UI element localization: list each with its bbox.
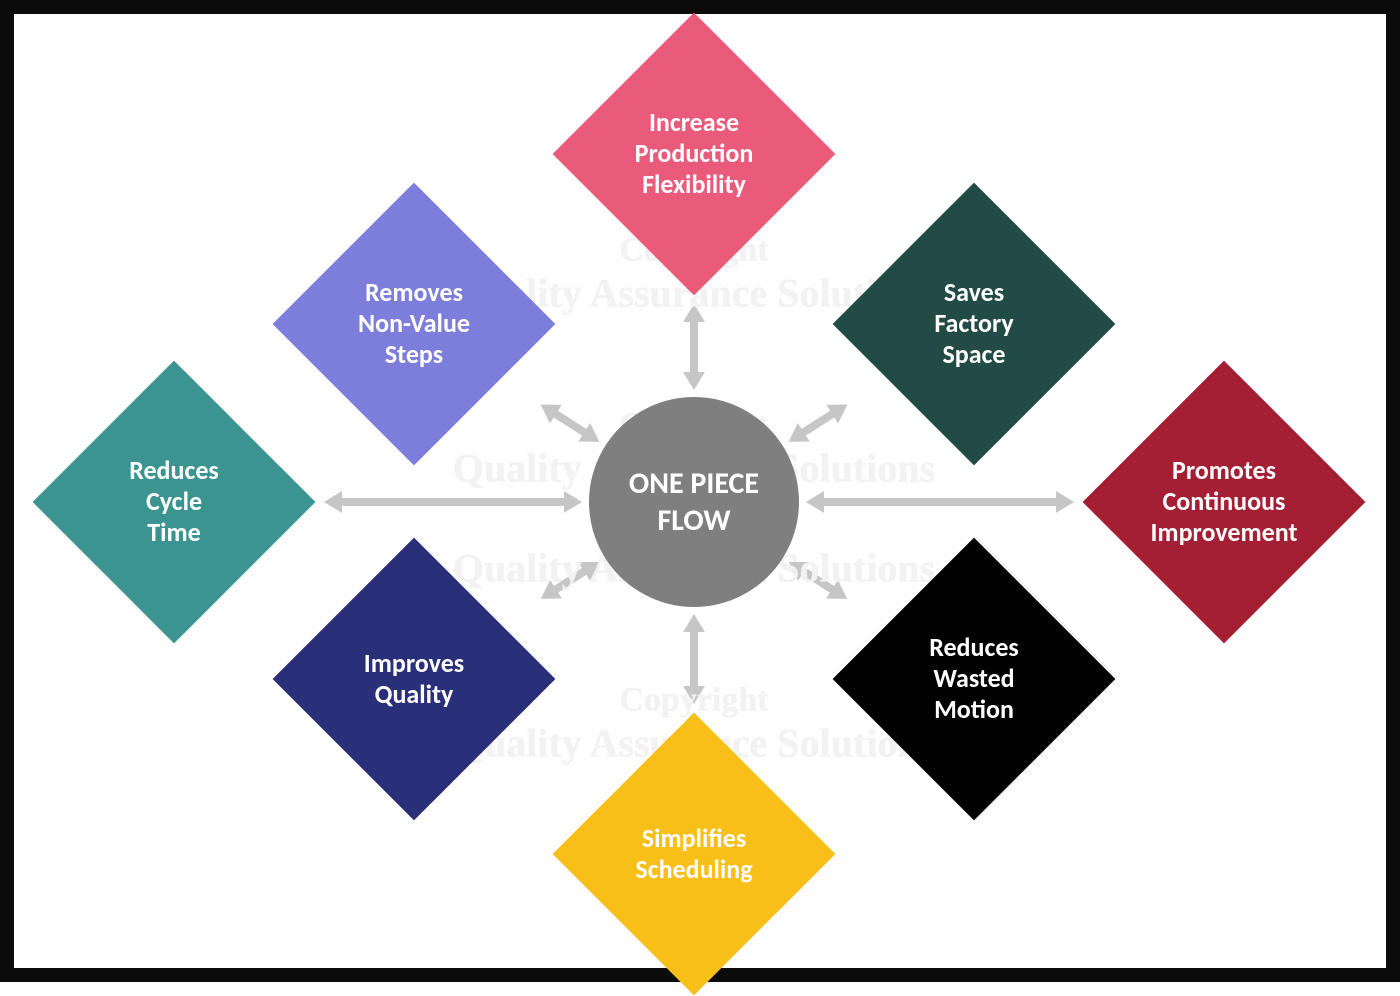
node-label: Promotes Continuous Improvement (1064, 455, 1384, 549)
node-label: Increase Production Flexibility (534, 107, 854, 201)
node-label: Reduces Cycle Time (14, 455, 334, 549)
node-label: Reduces Wasted Motion (814, 632, 1134, 726)
diagram-frame: CopyrightQuality Assurance SolutionsCopy… (0, 0, 1400, 982)
node-label: Improves Quality (254, 648, 574, 710)
node-label: Removes Non-Value Steps (254, 277, 574, 371)
node-removes-non-value-steps: Removes Non-Value Steps (314, 224, 514, 424)
node-increase-production-flexibility: Increase Production Flexibility (594, 54, 794, 254)
node-reduces-wasted-motion: Reduces Wasted Motion (874, 579, 1074, 779)
center-circle: ONE PIECE FLOW (589, 397, 799, 607)
center-label: ONE PIECE FLOW (629, 465, 759, 540)
node-improves-quality: Improves Quality (314, 579, 514, 779)
node-simplifies-scheduling: Simplifies Scheduling (594, 754, 794, 954)
node-label: Simplifies Scheduling (534, 823, 854, 885)
node-saves-factory-space: Saves Factory Space (874, 224, 1074, 424)
node-label: Saves Factory Space (814, 277, 1134, 371)
node-promotes-continuous-improvement: Promotes Continuous Improvement (1124, 402, 1324, 602)
node-reduces-cycle-time: Reduces Cycle Time (74, 402, 274, 602)
